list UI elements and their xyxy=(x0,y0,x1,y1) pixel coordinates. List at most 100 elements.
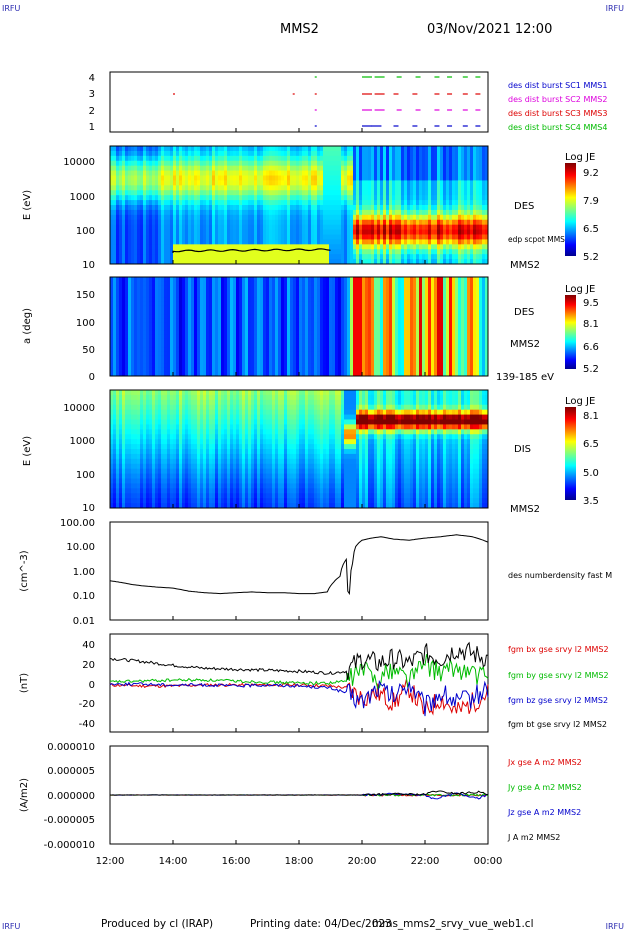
spectrogram-cell xyxy=(239,351,243,356)
spectrogram-cell xyxy=(302,219,306,226)
spectrogram-cell xyxy=(305,285,309,290)
spectrogram-cell xyxy=(125,322,129,327)
spectrogram-cell xyxy=(248,293,252,299)
spectrogram-cell xyxy=(227,160,231,167)
spectrogram-cell xyxy=(245,347,249,352)
spectrogram-cell xyxy=(473,175,477,181)
spectrogram-cell xyxy=(257,205,261,211)
spectrogram-cell xyxy=(479,224,483,230)
spectrogram-cell xyxy=(299,175,303,181)
spectrogram-cell xyxy=(335,367,339,373)
spectrogram-cell xyxy=(356,200,360,206)
spectrogram-cell xyxy=(236,259,240,265)
spectrogram-cell xyxy=(173,180,177,186)
spectrogram-cell xyxy=(182,305,186,311)
spectrogram-cell xyxy=(164,293,168,299)
spectrogram-cell xyxy=(146,281,150,286)
spectrogram-cell xyxy=(374,200,378,206)
spectrogram-cell xyxy=(431,165,435,171)
spectrogram-cell xyxy=(413,200,417,206)
spectrogram-cell xyxy=(113,277,117,282)
spectrogram-cell xyxy=(149,185,153,191)
spectrogram-cell xyxy=(455,249,459,255)
spectrogram-cell xyxy=(407,170,411,176)
spectrogram-cell xyxy=(146,338,150,344)
spectrogram-cell xyxy=(182,185,186,191)
spectrogram-cell xyxy=(152,310,156,315)
spectrogram-cell xyxy=(155,160,159,167)
spectrogram-cell xyxy=(308,249,312,255)
spectrogram-cell xyxy=(275,330,279,336)
spectrogram-cell xyxy=(263,205,267,211)
spectrogram-cell xyxy=(119,150,123,157)
panel-burst-frame xyxy=(109,71,489,133)
footer-produced: Produced by cl (IRAP) xyxy=(101,918,214,930)
spectrogram-cell xyxy=(425,254,429,260)
spectrogram-cell xyxy=(119,293,123,299)
spectrogram-cell xyxy=(230,214,234,221)
spectrogram-cell xyxy=(287,326,291,332)
spectrogram-cell xyxy=(455,150,459,157)
spectrogram-cell xyxy=(155,165,159,171)
spectrogram-cell xyxy=(197,293,201,299)
spectrogram-cell xyxy=(173,347,177,352)
spectrogram-cell xyxy=(383,254,387,260)
spectrogram-cell xyxy=(341,281,345,286)
spectrogram-cell xyxy=(320,305,324,311)
spectrogram-cell xyxy=(209,234,213,240)
spectrogram-cell xyxy=(263,219,267,226)
spectrogram-cell xyxy=(134,229,138,235)
spectrogram-cell xyxy=(212,301,216,307)
spectrogram-cell xyxy=(152,318,156,323)
spectrogram-cell xyxy=(332,371,336,377)
spectrogram-cell xyxy=(317,214,321,221)
spectrogram-cell xyxy=(269,343,273,348)
spectrogram-cell xyxy=(134,155,138,162)
spectrogram-cell xyxy=(356,224,360,230)
spectrogram-cell xyxy=(278,277,282,282)
spectrogram-cell xyxy=(434,229,438,235)
spectrogram-cell xyxy=(209,175,213,181)
spectrogram-cell xyxy=(227,371,231,377)
spectrogram-cell xyxy=(191,160,195,167)
spectrogram-cell xyxy=(239,367,243,373)
spectrogram-cell xyxy=(137,322,141,327)
spectrogram-cell xyxy=(209,281,213,286)
spectrogram-cell xyxy=(137,165,141,171)
spectrogram-cell xyxy=(386,200,390,206)
spectrogram-cell xyxy=(320,371,324,377)
spectrogram-cell xyxy=(233,363,237,369)
spectrogram-cell xyxy=(281,219,285,226)
spectrogram-cell xyxy=(242,155,246,162)
spectrogram-cell xyxy=(467,175,471,181)
spectrogram-cell xyxy=(224,190,228,196)
spectrogram-cell xyxy=(314,293,318,299)
spectrogram-cell xyxy=(374,175,378,181)
spectrogram-cell xyxy=(266,301,270,307)
spectrogram-cell xyxy=(245,249,249,255)
spectrogram-cell xyxy=(245,259,249,265)
spectrogram-cell xyxy=(458,175,462,181)
spectrogram-cell xyxy=(209,155,213,162)
spectrogram-cell xyxy=(137,219,141,226)
spectrogram-cell xyxy=(188,371,192,377)
spectrogram-cell xyxy=(485,175,489,181)
spectrogram-cell xyxy=(476,200,480,206)
spectrogram-cell xyxy=(251,219,255,226)
spectrogram-cell xyxy=(125,367,129,373)
spectrogram-cell xyxy=(284,234,288,240)
spectrogram-cell xyxy=(131,190,135,196)
spectrogram-cell xyxy=(338,209,342,216)
spectrogram-cell xyxy=(218,334,222,340)
spectrogram-cell xyxy=(134,214,138,221)
spectrogram-cell xyxy=(113,165,117,171)
spectrogram-cell xyxy=(248,165,252,171)
spectrogram-cell xyxy=(329,293,333,299)
spectrogram-cell xyxy=(158,301,162,307)
spectrogram-cell xyxy=(128,343,132,348)
spectrogram-cell xyxy=(308,234,312,240)
spectrogram-cell xyxy=(131,326,135,332)
spectrogram-cell xyxy=(287,305,291,311)
spectrogram-cell xyxy=(431,244,435,250)
spectrogram-cell xyxy=(407,219,411,226)
